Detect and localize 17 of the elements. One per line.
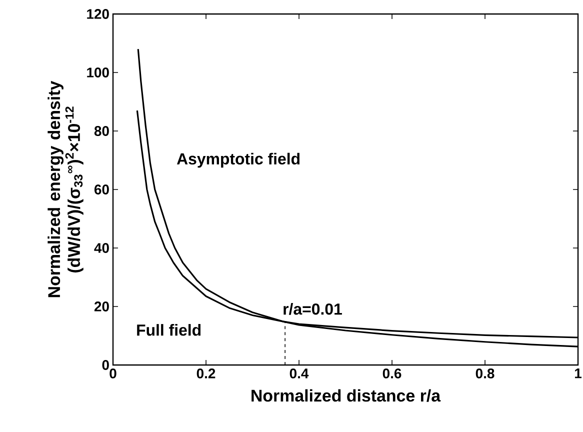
y-tick-label: 60 bbox=[94, 184, 109, 194]
y-tick-label: 20 bbox=[94, 302, 109, 312]
series-label: Asymptotic field bbox=[176, 152, 300, 168]
y-tick-label: 100 bbox=[87, 68, 109, 78]
x-tick-label: 0.8 bbox=[476, 368, 494, 378]
y-tick-label: 40 bbox=[94, 243, 109, 253]
y-tick-label: 0 bbox=[102, 360, 109, 370]
x-tick-label: 0 bbox=[110, 368, 116, 378]
x-tick-label: 0.6 bbox=[382, 368, 402, 378]
y-tick-label: 80 bbox=[94, 126, 109, 136]
x-tick-label: 0.2 bbox=[196, 368, 216, 378]
y-tick-label: 120 bbox=[87, 9, 109, 19]
annotation: r/a=0.01 bbox=[284, 303, 342, 315]
x-axis-title: Normalized distance r/a bbox=[252, 389, 441, 402]
x-tick-label: 1 bbox=[575, 368, 582, 378]
series-label: Full field bbox=[137, 324, 201, 336]
x-tick-label: 0.4 bbox=[290, 368, 309, 378]
